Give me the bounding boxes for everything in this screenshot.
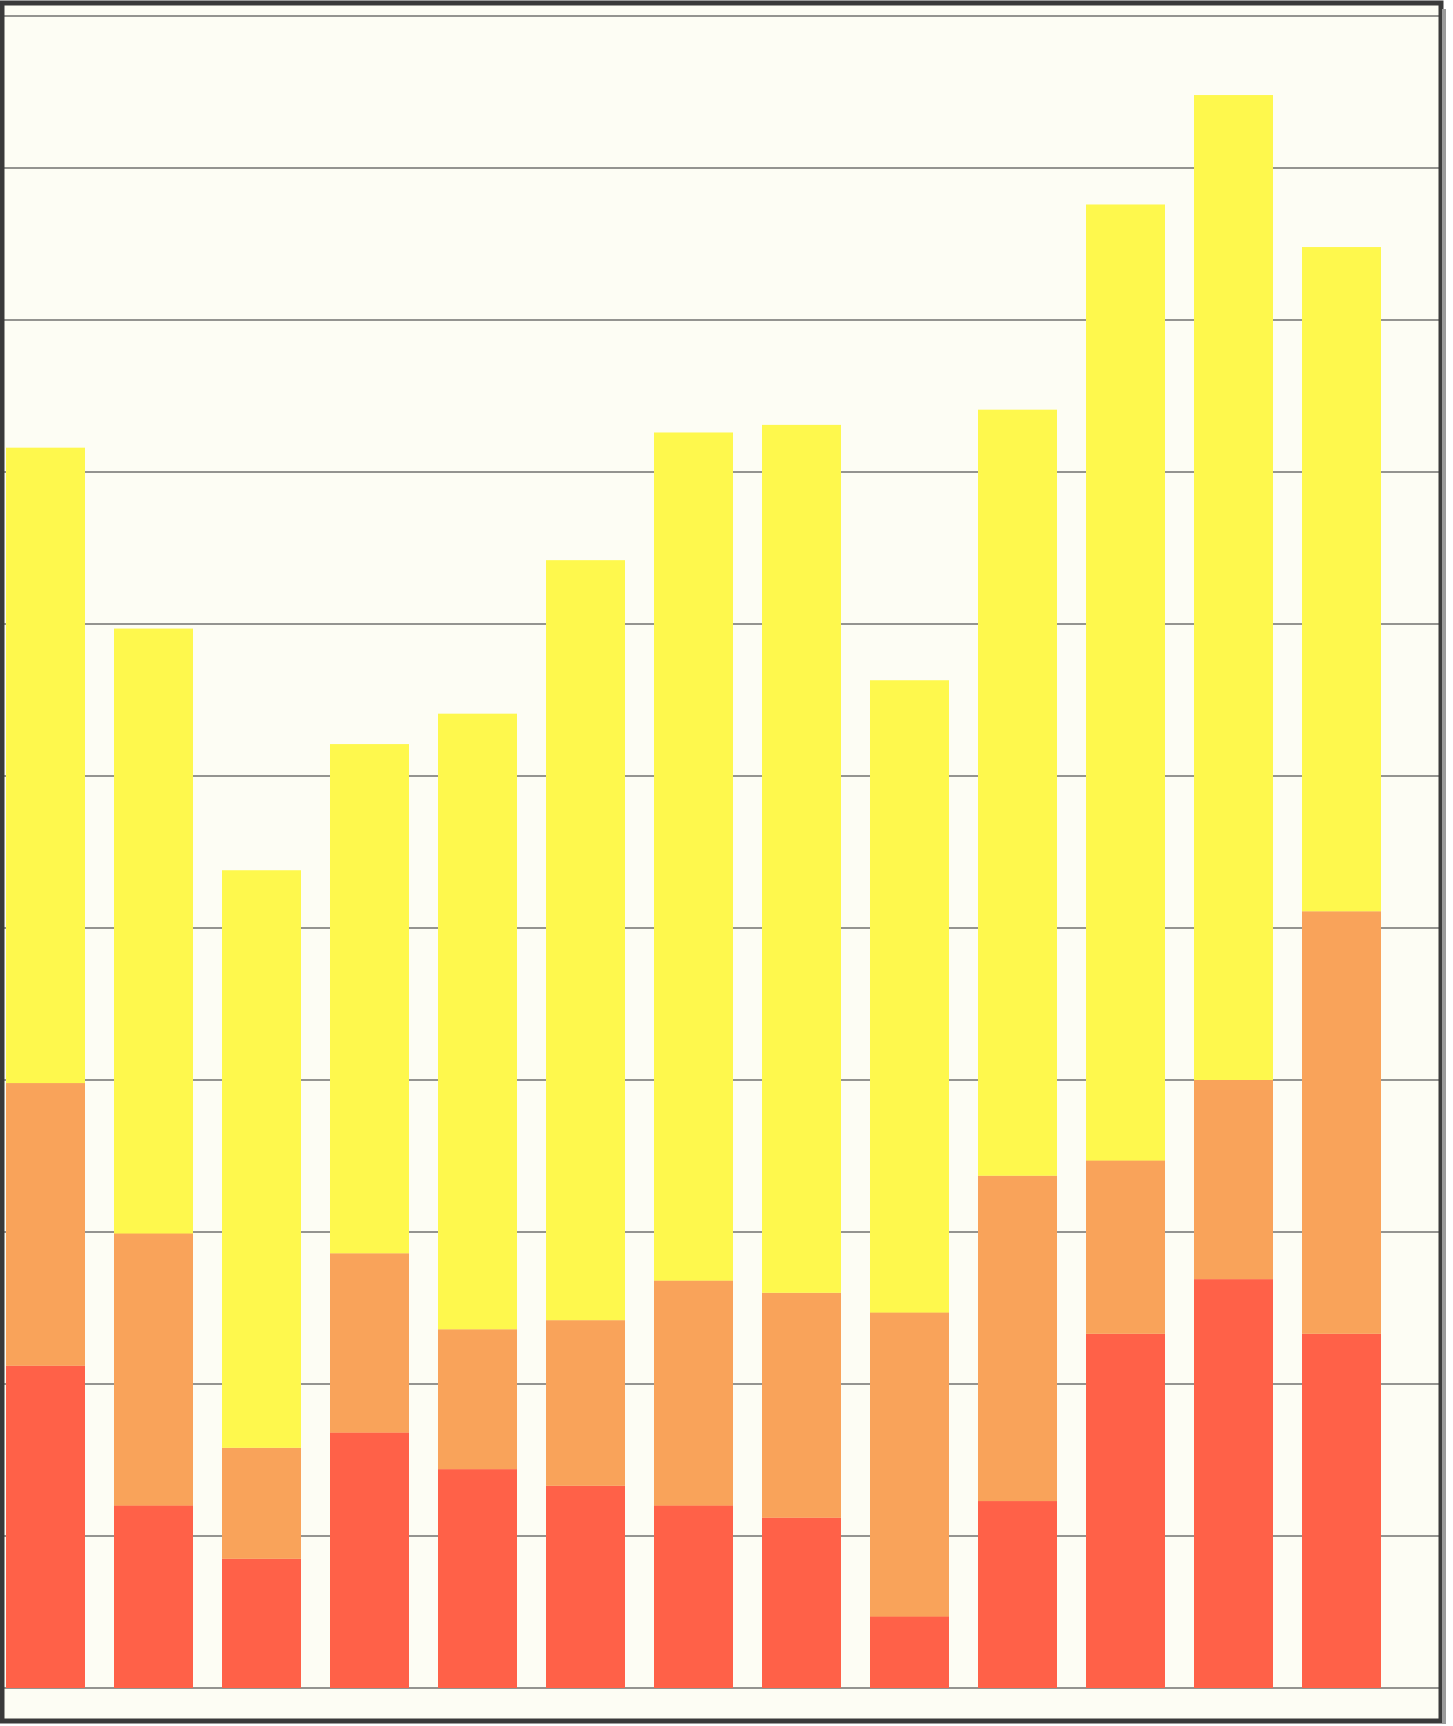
bar-segment-6-series-2: [546, 1320, 625, 1486]
bar-segment-2-series-1: [114, 1505, 193, 1688]
bars: [6, 95, 1381, 1688]
bar-stack-11: [1086, 204, 1165, 1688]
bar-segment-4-series-1: [330, 1432, 409, 1688]
bar-segment-2-series-2: [114, 1233, 193, 1506]
bar-segment-8-series-3: [762, 424, 841, 1293]
bar-segment-9-series-3: [870, 680, 949, 1313]
bar-segment-12-series-2: [1194, 1080, 1273, 1280]
bar-stack-13: [1302, 247, 1381, 1688]
bar-segment-10-series-1: [978, 1501, 1057, 1688]
bar-segment-12-series-3: [1194, 95, 1273, 1081]
bar-segment-7-series-3: [654, 432, 733, 1281]
bar-stack-9: [870, 680, 949, 1688]
bar-stack-7: [654, 432, 733, 1688]
bar-segment-1-series-1: [6, 1365, 85, 1688]
bar-segment-5-series-2: [438, 1329, 517, 1470]
bar-stack-10: [978, 409, 1057, 1688]
bar-stack-2: [114, 628, 193, 1688]
bar-segment-6-series-3: [546, 560, 625, 1321]
bar-segment-3-series-1: [222, 1558, 301, 1688]
bar-segment-10-series-3: [978, 409, 1057, 1176]
bar-segment-7-series-2: [654, 1280, 733, 1506]
bar-segment-5-series-1: [438, 1469, 517, 1688]
bar-segment-13-series-2: [1302, 911, 1381, 1334]
bar-segment-10-series-2: [978, 1175, 1057, 1502]
bar-stack-3: [222, 870, 301, 1688]
bar-segment-4-series-3: [330, 744, 409, 1254]
bar-segment-6-series-1: [546, 1485, 625, 1688]
bar-segment-12-series-1: [1194, 1279, 1273, 1688]
bar-segment-1-series-3: [6, 447, 85, 1084]
bar-stack-12: [1194, 95, 1273, 1688]
bar-segment-7-series-1: [654, 1505, 733, 1688]
bar-segment-3-series-2: [222, 1447, 301, 1559]
bar-segment-8-series-1: [762, 1517, 841, 1688]
bar-segment-11-series-3: [1086, 204, 1165, 1161]
bar-stack-4: [330, 744, 409, 1688]
bar-segment-13-series-3: [1302, 247, 1381, 912]
bar-segment-1-series-2: [6, 1083, 85, 1366]
bar-stack-8: [762, 424, 841, 1688]
frame-shadow: [1442, 9, 1446, 1724]
bar-segment-4-series-2: [330, 1253, 409, 1433]
bar-stack-6: [546, 560, 625, 1688]
bar-segment-9-series-2: [870, 1312, 949, 1617]
bar-segment-5-series-3: [438, 713, 517, 1330]
bar-segment-3-series-3: [222, 870, 301, 1448]
bar-stack-5: [438, 713, 517, 1688]
bar-stack-1: [6, 447, 85, 1688]
bar-segment-11-series-1: [1086, 1333, 1165, 1688]
bar-segment-13-series-1: [1302, 1333, 1381, 1688]
bar-segment-11-series-2: [1086, 1160, 1165, 1334]
bar-segment-9-series-1: [870, 1616, 949, 1688]
bar-segment-2-series-3: [114, 628, 193, 1234]
bar-segment-8-series-2: [762, 1292, 841, 1518]
